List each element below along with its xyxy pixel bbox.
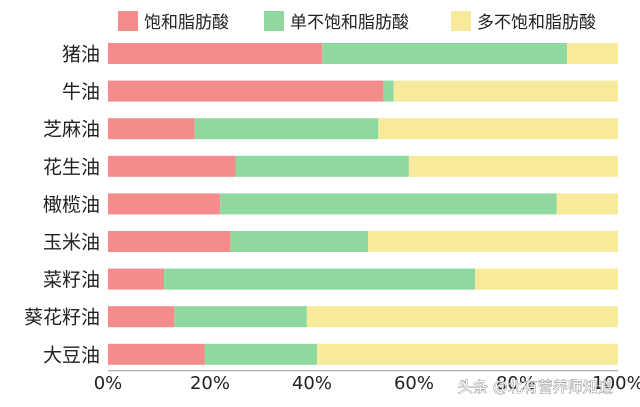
category-label-6: 菜籽油 (43, 269, 100, 291)
bar-3-series-1 (235, 155, 409, 177)
bar-7-series-0 (108, 306, 175, 328)
bar-5-series-2 (368, 231, 618, 252)
x-tick-label-2: 40% (292, 373, 332, 394)
x-tick-label-3: 60% (394, 373, 434, 394)
bar-6-series-0 (108, 268, 165, 290)
bar-area (108, 43, 618, 365)
category-label-7: 葵花籽油 (24, 307, 100, 329)
x-axis-ticks: 0% 20% 40% 60% 80% 100% (94, 373, 640, 394)
bar-2-series-0 (108, 118, 195, 140)
bar-2-series-1 (194, 118, 379, 140)
bar-4-series-2 (556, 193, 618, 215)
legend: 饱和脂肪酸 单不饱和脂肪酸 多不饱和脂肪酸 (118, 11, 596, 33)
x-tick-label-4: 80% (496, 373, 536, 394)
bar-8-series-1 (204, 343, 318, 365)
bar-4-series-0 (108, 193, 221, 215)
legend-label-2: 多不饱和脂肪酸 (477, 13, 596, 33)
bar-5-series-1 (230, 231, 369, 252)
bar-1-series-0 (108, 80, 384, 102)
bar-6-series-1 (164, 268, 476, 290)
category-label-4: 橄榄油 (43, 194, 100, 216)
bar-2-series-2 (378, 118, 618, 140)
bar-0-series-2 (567, 43, 618, 64)
bar-7-series-1 (174, 306, 307, 328)
legend-label-0: 饱和脂肪酸 (144, 13, 229, 33)
bar-3-series-2 (408, 155, 618, 177)
bar-3-series-0 (108, 155, 236, 177)
bar-5-series-0 (108, 231, 231, 252)
bar-1-series-1 (383, 80, 394, 102)
legend-label-1: 单不饱和脂肪酸 (290, 13, 409, 33)
bar-8-series-0 (108, 343, 205, 365)
bar-6-series-2 (475, 268, 618, 290)
bar-0-series-1 (322, 43, 567, 64)
category-label-1: 牛油 (62, 81, 100, 103)
legend-swatch-1 (264, 11, 284, 31)
bar-8-series-2 (317, 343, 618, 365)
legend-swatch-0 (118, 11, 138, 31)
x-tick-label-1: 20% (190, 373, 230, 394)
category-label-8: 大豆油 (43, 344, 100, 366)
category-label-0: 猪油 (62, 44, 100, 66)
bar-0-series-0 (108, 43, 323, 64)
bar-4-series-1 (220, 193, 557, 215)
category-label-2: 芝麻油 (43, 119, 100, 141)
category-label-3: 花生油 (43, 156, 100, 178)
x-tick-label-5: 100% (592, 373, 640, 394)
x-tick-label-0: 0% (94, 373, 123, 394)
category-label-5: 玉米油 (43, 232, 100, 254)
bar-1-series-2 (393, 80, 618, 102)
bar-7-series-2 (306, 306, 618, 328)
watermark: 头条 @北有营养师知道 (458, 378, 613, 396)
legend-swatch-2 (451, 11, 471, 31)
